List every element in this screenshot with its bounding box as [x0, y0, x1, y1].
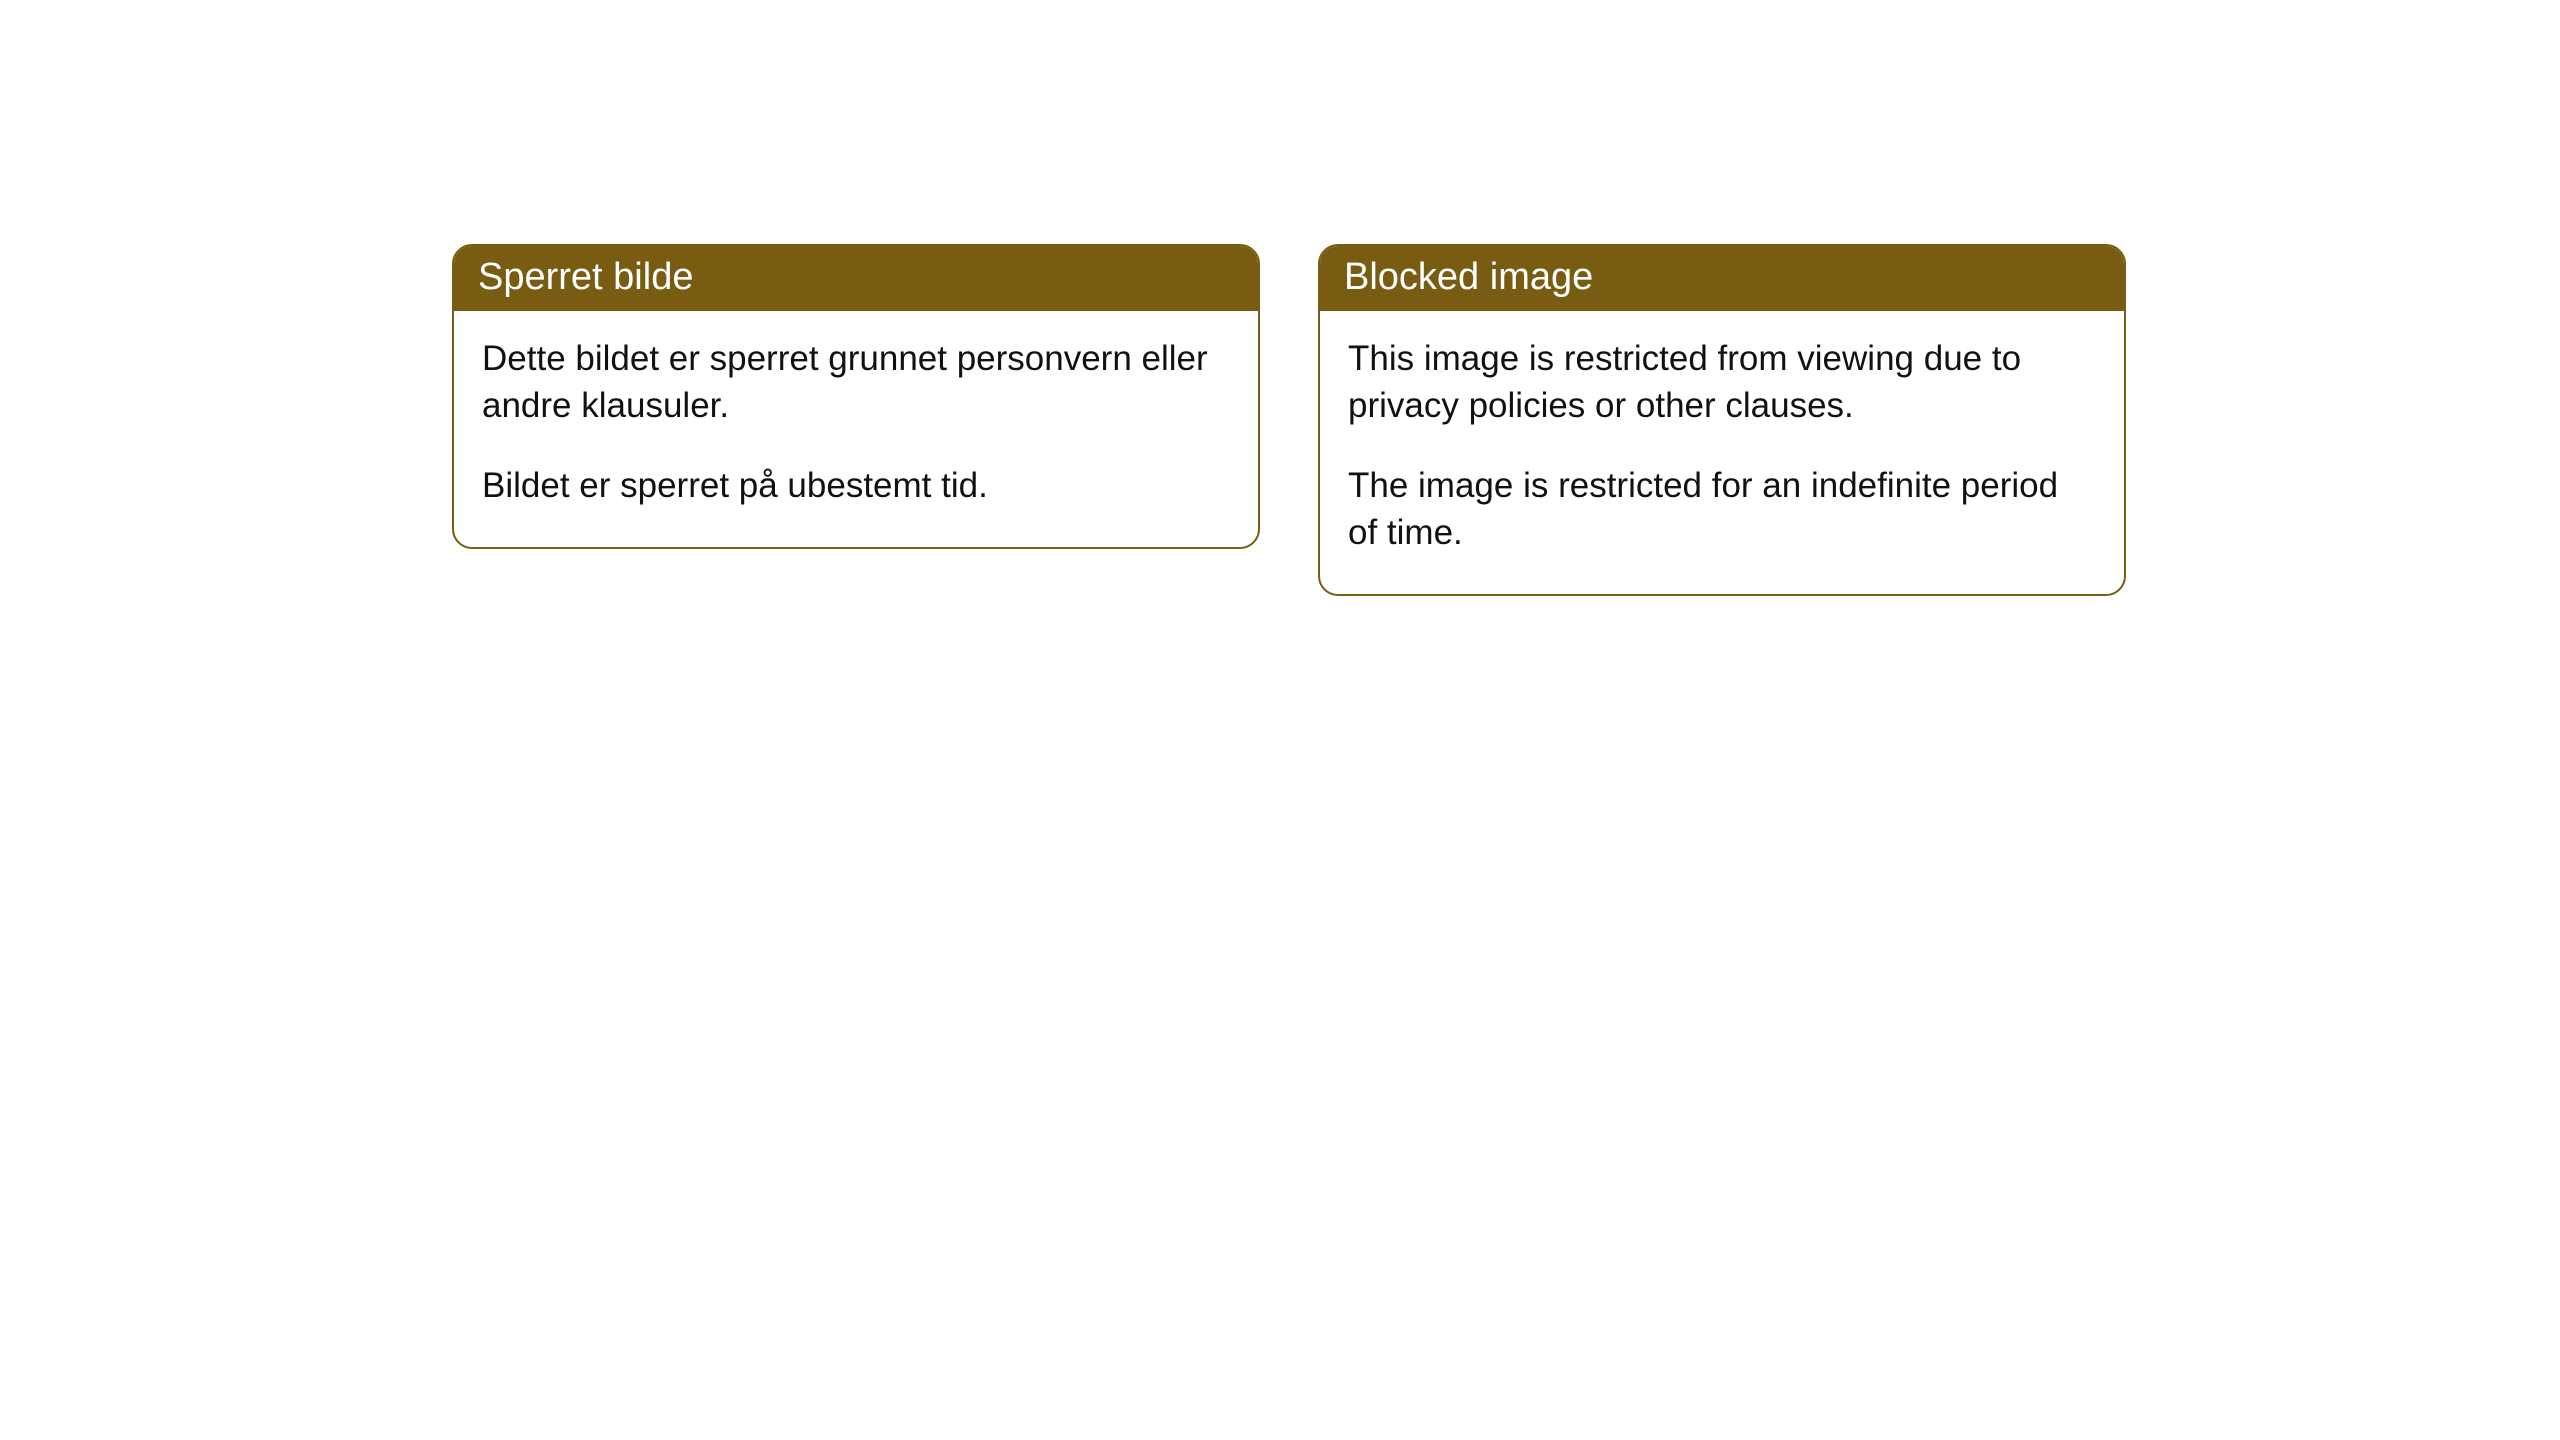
notice-header-en: Blocked image — [1320, 246, 2124, 311]
notice-para2-no: Bildet er sperret på ubestemt tid. — [482, 462, 1230, 509]
notice-title-no: Sperret bilde — [478, 256, 693, 298]
notice-para1-no: Dette bildet er sperret grunnet personve… — [482, 335, 1230, 430]
blocked-image-notice-en: Blocked image This image is restricted f… — [1318, 244, 2126, 596]
notice-para1-en: This image is restricted from viewing du… — [1348, 335, 2096, 430]
notice-para2-en: The image is restricted for an indefinit… — [1348, 462, 2096, 557]
notice-body-no: Dette bildet er sperret grunnet personve… — [454, 311, 1258, 547]
notice-header-no: Sperret bilde — [454, 246, 1258, 311]
notice-title-en: Blocked image — [1344, 256, 1593, 298]
blocked-image-notice-no: Sperret bilde Dette bildet er sperret gr… — [452, 244, 1260, 549]
notice-body-en: This image is restricted from viewing du… — [1320, 311, 2124, 594]
